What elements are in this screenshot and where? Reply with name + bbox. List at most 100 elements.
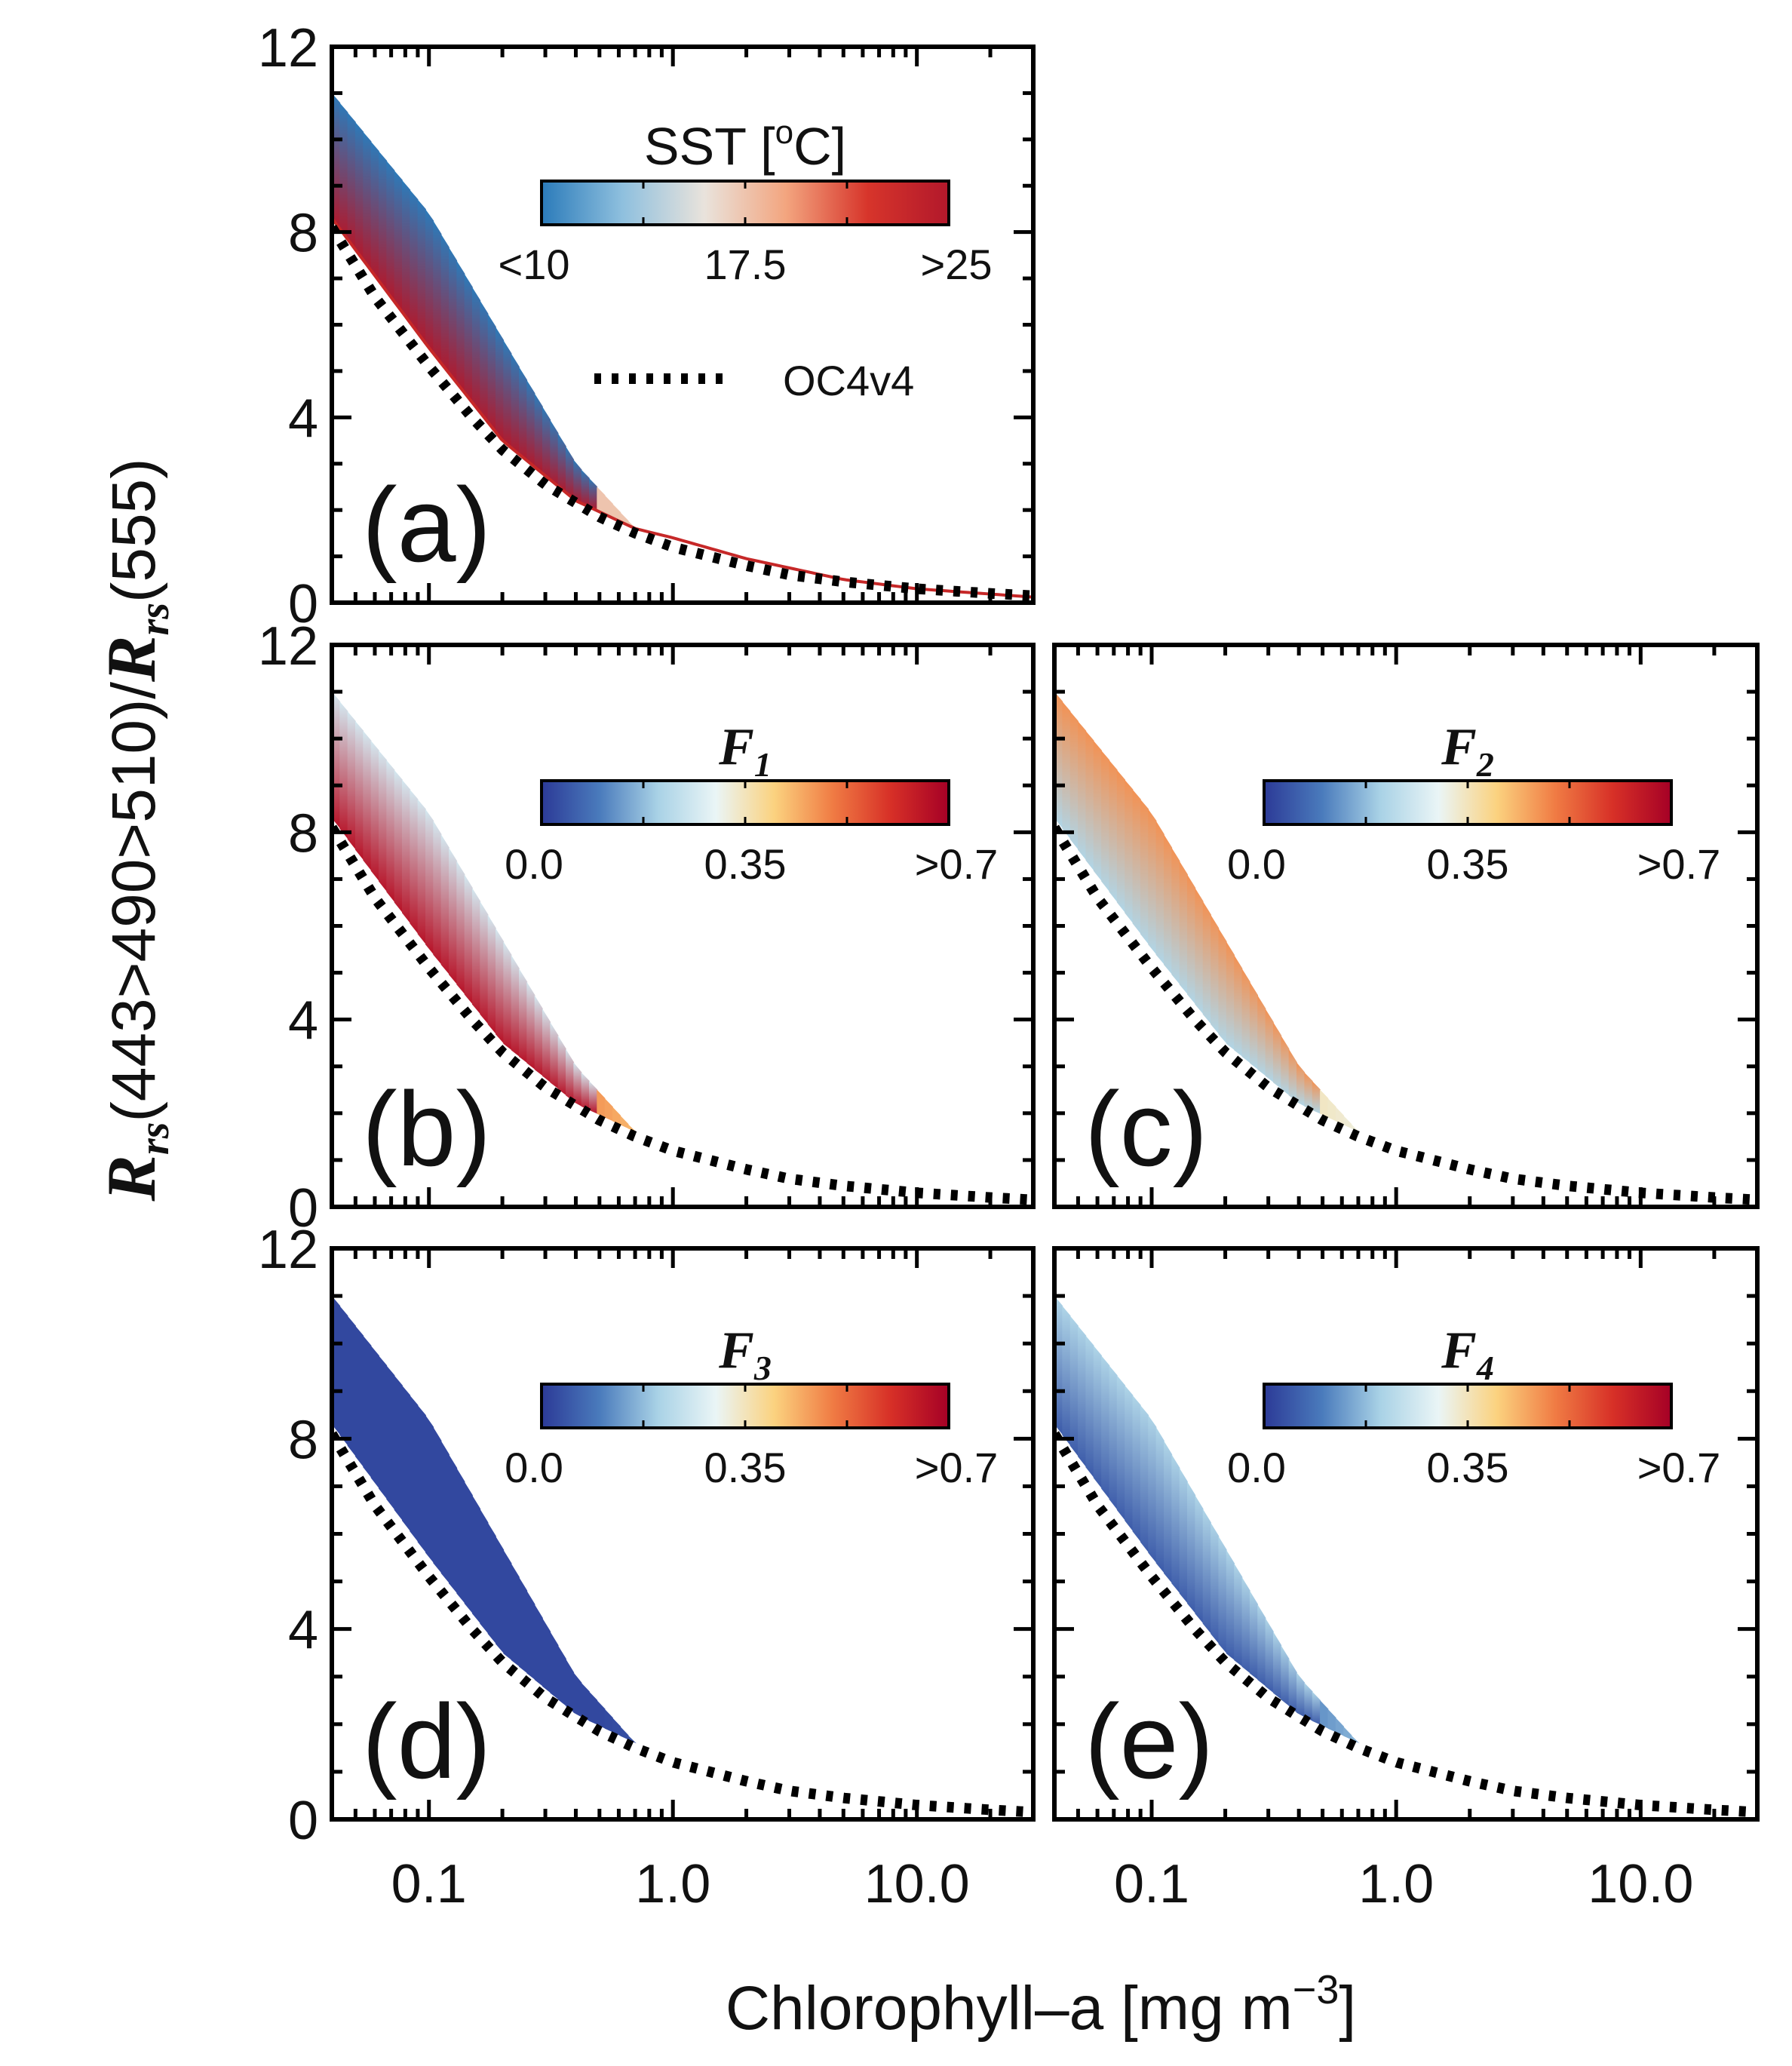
band-slice [706,1150,715,1153]
colorbar-tick-label: 0.0 [1227,1444,1286,1491]
band-slice [674,1141,683,1144]
band-slice [1343,1115,1352,1129]
colorbar-title: F2 [1441,718,1494,784]
band-slice [394,1375,403,1521]
band-slice [425,1415,434,1564]
band-slice [534,995,543,1076]
band-slice [1577,1184,1586,1186]
band-slice [511,353,520,455]
band-slice [1390,1140,1399,1142]
band-slice [363,131,372,271]
band-slice [557,1645,566,1706]
y-tick-label: 0 [288,1791,318,1851]
band-slice [1125,1385,1134,1532]
band-slice [370,740,379,882]
band-slice [1484,1777,1493,1779]
band-slice [1202,1509,1211,1635]
band-slice [449,1454,458,1594]
band-slice [1312,1081,1321,1114]
band-slice [534,1604,543,1687]
band-slice [1257,995,1266,1076]
band-slice [612,1718,621,1736]
band-slice [1163,833,1173,975]
band-slice [870,1798,879,1800]
band-slice [581,469,590,508]
band-slice [1109,760,1118,903]
x-tick-label: 1.0 [635,1854,710,1914]
band-slice [760,1165,769,1168]
band-slice [496,928,505,1044]
tick-marks [330,643,1036,1209]
band-slice [339,103,348,239]
band-slice [496,327,505,442]
band-slice [433,821,442,965]
band-slice [496,1536,505,1654]
band-slice [604,495,613,518]
band-slice [1187,874,1196,1005]
panel-letter: (b) [362,1070,491,1188]
band-slice [402,180,411,323]
band-slice [1171,1454,1180,1594]
band-slice [713,1764,723,1767]
band-slice [1069,711,1079,850]
band-slice [1109,1365,1118,1510]
y-tick-label: 0 [288,1178,318,1239]
band-slice [1609,1800,1618,1802]
band-slice [729,1769,738,1772]
band-slice [487,914,496,1035]
band-e [1054,1296,1757,1814]
band-slice [1390,1751,1399,1754]
panel-a: 0 4 8 12 (a) SST [oC] <10 17.5 >25 OC4v4 [258,18,1036,634]
band-slice [1312,1691,1321,1725]
band-slice [464,874,473,1005]
band-slice [667,1140,676,1142]
band-slice [347,112,356,250]
band-slice [1593,1798,1602,1800]
y-tick-label: 4 [288,1601,318,1661]
band-slice [379,151,388,291]
band-slice [394,170,403,312]
band-slice [573,459,582,504]
band-slice [425,209,434,354]
band-slice [1484,1165,1493,1168]
band-slice [854,1184,863,1186]
band-slice [628,1735,637,1744]
band-slice [1695,1809,1704,1810]
band-slice [791,1172,800,1174]
band-slice [456,1468,465,1604]
band-slice [768,1167,777,1169]
band-slice [566,446,575,499]
band-slice [737,1771,746,1774]
band-slice [557,1035,566,1096]
band-slice [370,1345,379,1489]
band-slice [1078,1325,1087,1468]
band-slice [339,701,348,840]
y-tick-label: 12 [258,616,318,677]
band-slice [503,340,512,448]
colorbar-tick-label: 0.35 [1427,1444,1509,1491]
band-slice [1351,1735,1360,1744]
band-slice [1069,1315,1079,1457]
band-slice [838,1182,847,1184]
band-slice [753,1775,762,1778]
band-slice [924,1193,933,1194]
band-slice [721,1767,730,1770]
band-slice [1367,1134,1376,1137]
band-slice [581,1072,590,1110]
band-slice [597,1700,606,1729]
band-slice [1523,1785,1532,1788]
band-slice [526,981,535,1070]
band-slice [417,799,426,945]
band-slice [1460,1159,1469,1162]
band-slice [1085,730,1094,871]
band-slice [449,847,458,985]
band-slice [339,1306,348,1446]
band-slice [651,1747,660,1750]
band-slice [370,141,379,281]
band-slice [1101,1355,1110,1500]
band-slice [713,1153,723,1156]
band-slice [1179,861,1188,995]
band-slice [597,487,606,514]
band-slice [347,1315,356,1457]
band-slice [1195,888,1204,1015]
